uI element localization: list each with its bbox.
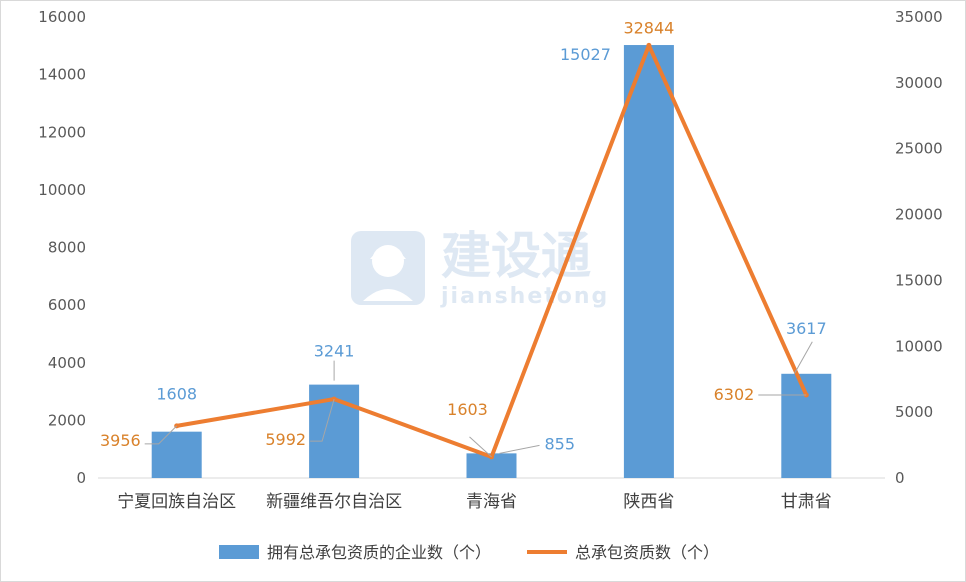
- y-left-tick-label: 6000: [48, 296, 86, 314]
- data-labels: 1608 3241 855 15027 3617 3956 5992 1603 32844 630…: [100, 18, 827, 458]
- line-data-label: 6302: [714, 385, 755, 404]
- bar-data-label: 1608: [156, 385, 197, 404]
- y-left-tick-label: 8000: [48, 239, 86, 257]
- x-tick-label: 陕西省: [623, 492, 674, 512]
- line-data-label: 32844: [623, 18, 674, 37]
- y-right-tick-label: 10000: [895, 337, 943, 355]
- y-right-tick-label: 0: [895, 469, 905, 487]
- watermark-subtext: jianshetong: [440, 284, 609, 309]
- line-data-label: 3956: [100, 431, 141, 450]
- legend: 拥有总承包资质的企业数（个） 总承包资质数（个）: [219, 543, 719, 562]
- bar-label-leader: [793, 341, 813, 375]
- y-left-tick-label: 10000: [38, 181, 86, 199]
- y-right-tick-label: 20000: [895, 206, 943, 224]
- watermark: 建设通 jianshetong: [351, 227, 609, 309]
- bar-data-label: 855: [545, 434, 576, 453]
- bars: [151, 45, 832, 479]
- line-label-leader: [144, 425, 178, 445]
- y-right-tick-label: 25000: [895, 140, 943, 158]
- watermark-text: 建设通: [441, 227, 591, 285]
- bar: [781, 373, 832, 478]
- x-tick-label: 宁夏回族自治区: [117, 492, 236, 512]
- line-label-leader: [310, 398, 335, 442]
- y-left-tick-label: 16000: [38, 8, 86, 26]
- y-left-tick-label: 2000: [48, 411, 86, 429]
- y-right-tick-label: 30000: [895, 74, 943, 92]
- y-left-tick-label: 12000: [38, 123, 86, 141]
- bar: [151, 431, 202, 478]
- x-tick-label: 新疆维吾尔自治区: [266, 492, 402, 512]
- bar-data-label: 3617: [786, 319, 827, 338]
- y-right-tick-label: 5000: [895, 403, 933, 421]
- y-left-tick-label: 14000: [38, 66, 86, 84]
- bar: [623, 45, 674, 479]
- line-point: [646, 42, 652, 48]
- x-tick-label: 青海省: [466, 492, 517, 512]
- legend-swatch-bar: [219, 545, 259, 559]
- watermark-logo-body: [363, 289, 413, 301]
- y-left-tick-label: 4000: [48, 354, 86, 372]
- legend-label-bar: 拥有总承包资质的企业数（个）: [267, 543, 491, 562]
- bar-label-leader: [499, 444, 540, 454]
- line-label-leader: [469, 436, 492, 458]
- line-data-label: 1603: [447, 400, 488, 419]
- watermark-logo-helmet: [370, 248, 406, 259]
- y-left-tick-label: 0: [76, 469, 86, 487]
- line-data-label: 5992: [265, 430, 306, 449]
- y-right-tick-label: 15000: [895, 271, 943, 289]
- legend-label-line: 总承包资质数（个）: [575, 543, 719, 562]
- bar-data-label: 15027: [560, 45, 611, 64]
- x-tick-label: 甘肃省: [781, 492, 832, 512]
- bar-data-label: 3241: [314, 342, 355, 361]
- y-right-tick-label: 35000: [895, 8, 943, 26]
